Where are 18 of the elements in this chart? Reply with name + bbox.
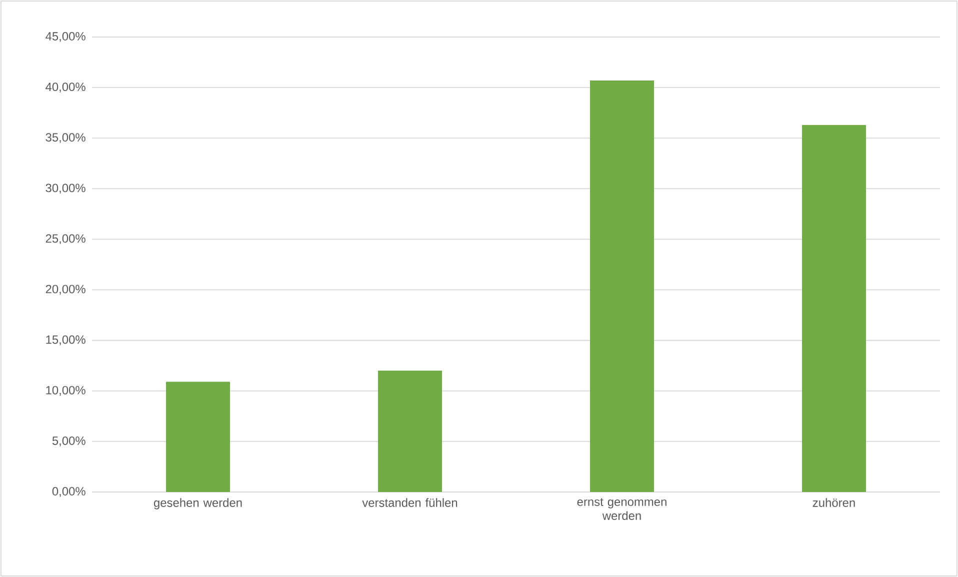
- y-tick-label: 5,00%: [52, 436, 86, 446]
- y-tick-label: 45,00%: [46, 32, 86, 42]
- y-tick-label: 0,00%: [52, 487, 86, 497]
- bar: [802, 124, 866, 492]
- x-tick-label: gesehen werden: [154, 498, 242, 510]
- x-tick-label: zuhören: [812, 498, 855, 507]
- x-tick-label: ernst genommen werden: [577, 498, 666, 520]
- bar: [166, 382, 230, 492]
- x-tick-label: verstanden fühlen: [362, 498, 458, 507]
- y-tick-label: 40,00%: [46, 82, 86, 92]
- y-tick-label: 35,00%: [46, 133, 86, 144]
- y-tick-label: 10,00%: [46, 386, 86, 396]
- y-tick-label: 20,00%: [46, 284, 86, 295]
- y-tick-label: 15,00%: [46, 335, 86, 346]
- bar: [378, 370, 442, 492]
- y-tick-label: 30,00%: [46, 184, 86, 194]
- bar: [590, 80, 654, 492]
- y-tick-label: 25,00%: [46, 234, 86, 244]
